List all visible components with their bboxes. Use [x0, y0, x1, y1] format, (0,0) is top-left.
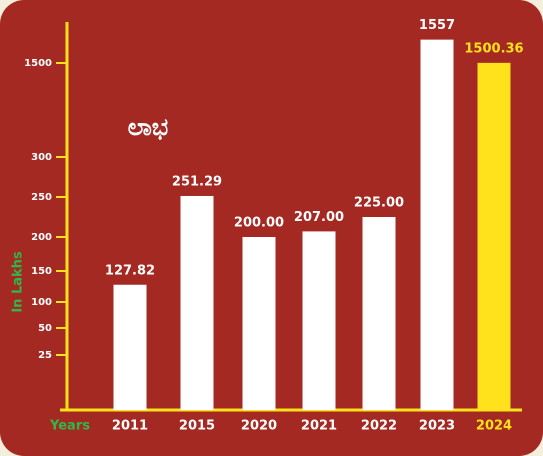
x-tick-label: 2023	[419, 419, 455, 434]
x-tick-label: 2011	[112, 419, 148, 434]
value-label: 1557	[419, 18, 455, 33]
y-tick-label: 150	[31, 266, 52, 277]
chart-title: ಲಾಭ	[128, 113, 168, 141]
y-tick-label: 250	[31, 192, 52, 203]
value-label: 225.00	[354, 196, 404, 211]
bar	[477, 62, 511, 410]
bar	[242, 237, 276, 410]
x-axis-label: Years	[49, 419, 90, 434]
y-tick-label: 1500	[24, 58, 52, 69]
bar	[302, 231, 336, 410]
value-label: 127.82	[105, 263, 155, 278]
y-tick-label: 25	[38, 350, 52, 361]
bar	[362, 217, 396, 410]
x-tick-label: 2024	[476, 419, 512, 434]
bar	[180, 195, 214, 410]
bar	[420, 39, 454, 410]
value-label: 251.29	[172, 174, 222, 189]
value-label: 1500.36	[464, 41, 523, 56]
x-tick-label: 2022	[361, 419, 397, 434]
y-tick-label: 200	[31, 232, 52, 243]
x-tick-label: 2021	[301, 419, 337, 434]
y-tick-label: 100	[31, 297, 52, 308]
value-label: 207.00	[294, 210, 344, 225]
x-tick-label: 2020	[241, 419, 277, 434]
x-tick-label: 2015	[179, 419, 215, 434]
bar	[113, 284, 147, 410]
y-axis-label: In Lakhs	[11, 251, 26, 313]
y-tick-label: 50	[38, 323, 52, 334]
y-tick-label: 300	[31, 152, 52, 163]
value-label: 200.00	[234, 216, 284, 231]
